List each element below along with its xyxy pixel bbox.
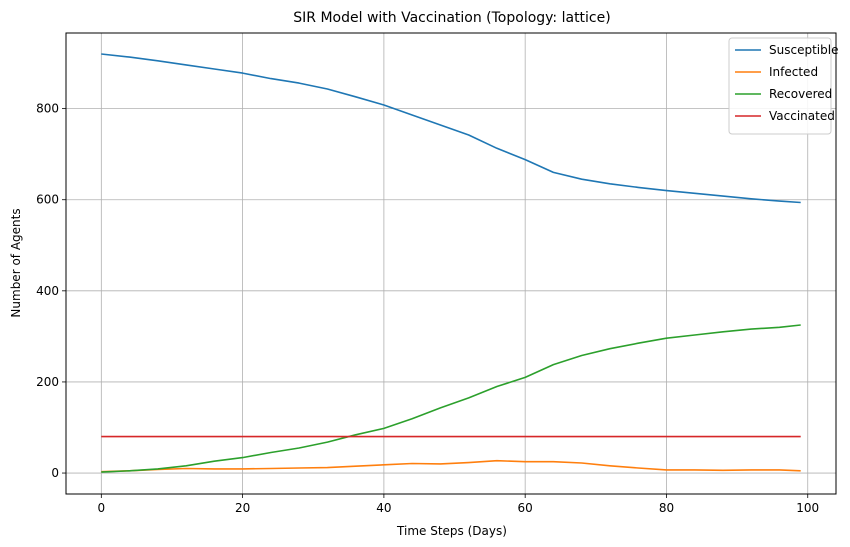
grid-lines	[66, 33, 836, 494]
x-tick-label: 40	[376, 501, 391, 515]
x-axis-label: Time Steps (Days)	[396, 524, 507, 538]
y-tick-label: 800	[36, 102, 59, 116]
series-line-susceptible	[101, 53, 801, 204]
y-axis: 0 200 400 600 800	[36, 102, 66, 480]
legend-box	[728, 37, 832, 135]
y-tick-label: 600	[36, 193, 59, 207]
x-tick-label: 20	[235, 501, 250, 515]
legend-label: Susceptible	[769, 43, 838, 57]
y-tick-label: 400	[36, 284, 59, 298]
chart-title: SIR Model with Vaccination (Topology: la…	[293, 10, 610, 26]
series-line-recovered	[101, 324, 801, 473]
x-axis: 0 20 40 60 80 100	[98, 494, 819, 515]
legend-label: Recovered	[769, 87, 832, 101]
x-tick-label: 80	[659, 501, 674, 515]
x-tick-label: 60	[518, 501, 533, 515]
legend: Susceptible Infected Recovered Vaccinated	[728, 37, 838, 135]
legend-label: Vaccinated	[769, 109, 835, 123]
x-tick-label: 0	[98, 501, 106, 515]
y-axis-label: Number of Agents	[9, 208, 23, 317]
series-line-infected	[101, 459, 801, 473]
legend-label: Infected	[769, 65, 818, 79]
y-tick-label: 0	[51, 466, 59, 480]
x-tick-label: 100	[796, 501, 819, 515]
y-tick-label: 200	[36, 375, 59, 389]
series-lines	[101, 53, 801, 473]
plot-frame	[65, 32, 837, 495]
